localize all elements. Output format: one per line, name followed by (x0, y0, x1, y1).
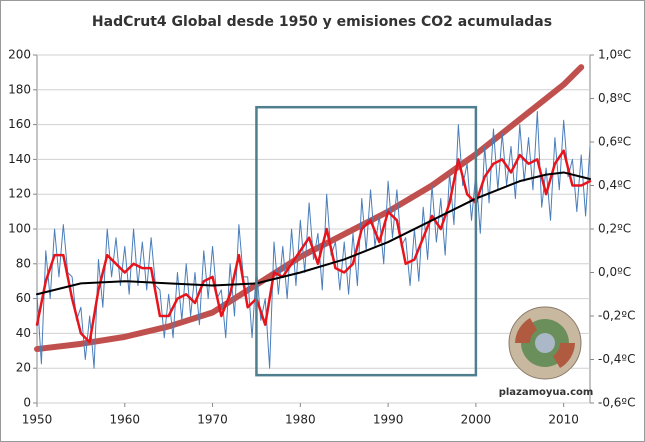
y-tick-label: 160 (8, 117, 31, 131)
annotation-box (255, 105, 478, 377)
y2-tick-label: -0,6ºC (598, 396, 635, 410)
y-tick-label: 100 (8, 222, 31, 236)
y-tick-label: 0 (23, 396, 31, 410)
logo-segment (553, 343, 575, 368)
y2-tick-label: 0,2ºC (598, 222, 631, 236)
watermark-text: plazamoyua.com (499, 387, 594, 398)
chart-title: HadCrut4 Global desde 1950 y emisiones C… (92, 14, 552, 30)
x-tick-label: 1990 (373, 413, 404, 427)
y2-tick-label: -0,4ºC (598, 352, 635, 366)
y-tick-label: 200 (8, 48, 31, 62)
x-tick-label: 2010 (548, 413, 579, 427)
logo-center (535, 333, 555, 353)
logo-segment (515, 318, 537, 343)
x-tick-label: 1960 (110, 413, 141, 427)
y2-tick-label: 1,0ºC (598, 48, 631, 62)
y2-tick-label: -0,2ºC (598, 309, 635, 323)
series-line (35, 149, 592, 344)
x-tick-label: 2000 (461, 413, 492, 427)
x-tick-label: 1970 (197, 413, 228, 427)
y2-tick-label: 0,8ºC (598, 91, 631, 105)
y-tick-label: 80 (16, 256, 31, 270)
y-tick-label: 180 (8, 82, 31, 96)
watermark-logo (508, 306, 582, 380)
y-tick-label: 120 (8, 187, 31, 201)
y-tick-label: 20 (16, 361, 31, 375)
y2-tick-label: 0,4ºC (598, 178, 631, 192)
y-tick-label: 40 (16, 326, 31, 340)
x-tick-label: 1980 (285, 413, 316, 427)
y-tick-label: 140 (8, 152, 31, 166)
y2-tick-label: 0,6ºC (598, 135, 631, 149)
x-tick-label: 1950 (22, 413, 53, 427)
series-line (36, 171, 591, 296)
y-tick-label: 60 (16, 291, 31, 305)
y2-tick-label: 0,0ºC (598, 265, 631, 279)
